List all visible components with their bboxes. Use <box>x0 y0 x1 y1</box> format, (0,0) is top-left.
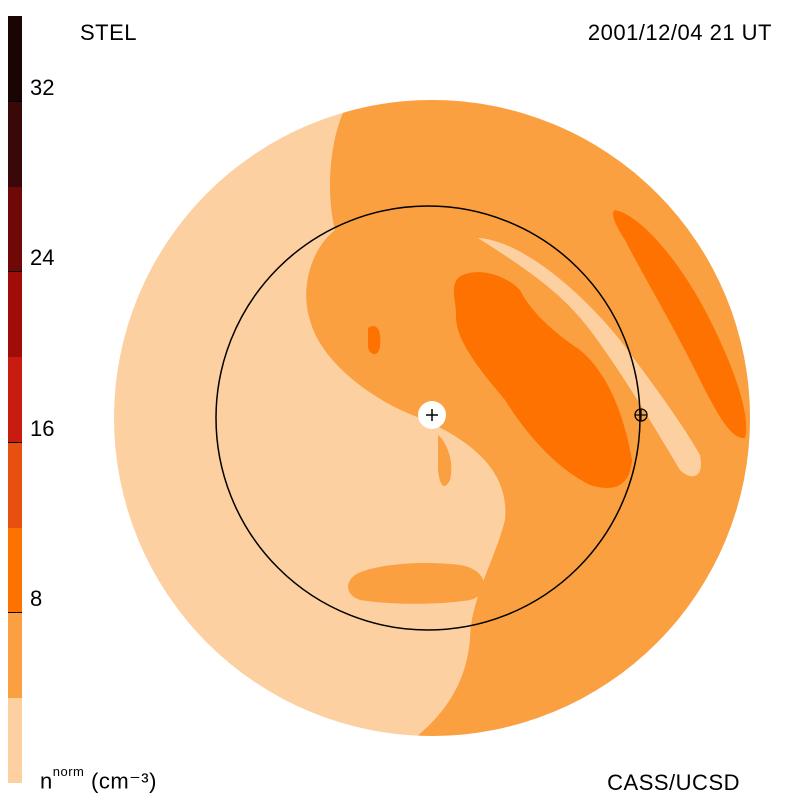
colorbar-segment <box>8 101 22 188</box>
colorbar-segment <box>8 611 22 698</box>
density-region-blob <box>368 325 381 355</box>
colorbar-tick <box>8 611 22 613</box>
datetime-label: 2001/12/04 21 UT <box>587 20 772 45</box>
density-region-streamer <box>613 210 747 439</box>
colorbar-segment <box>8 441 22 528</box>
colorbar-tick-label: 8 <box>30 585 43 611</box>
density-region-light-band <box>478 238 701 477</box>
unit-superscript: norm <box>52 764 85 779</box>
colorbar-tick <box>8 101 22 103</box>
colorbar <box>8 16 22 783</box>
colorbar-segment <box>8 696 22 783</box>
sun-marker <box>418 401 446 429</box>
colorbar-segment <box>8 16 22 103</box>
earth-orbit <box>215 205 641 631</box>
density-region-spike <box>438 435 452 486</box>
unit-base: n <box>40 768 53 794</box>
colorbar-tick-label: 24 <box>30 245 55 271</box>
earth-marker <box>634 408 648 422</box>
colorbar-segment <box>8 356 22 443</box>
colorbar-tick <box>8 271 22 273</box>
density-region-core <box>453 272 632 489</box>
unit-rest: (cm⁻³) <box>91 768 157 794</box>
credit-label: CASS/UCSD <box>607 770 740 795</box>
colorbar-segment <box>8 186 22 273</box>
source-label: STEL <box>80 20 138 45</box>
colorbar-tick-label: 32 <box>30 75 55 101</box>
colorbar-segment <box>8 271 22 358</box>
colorbar-tick <box>8 441 22 443</box>
unit-label: nnorm (cm⁻³) <box>40 764 157 794</box>
colorbar-segment <box>8 526 22 613</box>
density-region-patch <box>348 563 484 604</box>
colorbar-tick-label: 16 <box>30 415 55 441</box>
